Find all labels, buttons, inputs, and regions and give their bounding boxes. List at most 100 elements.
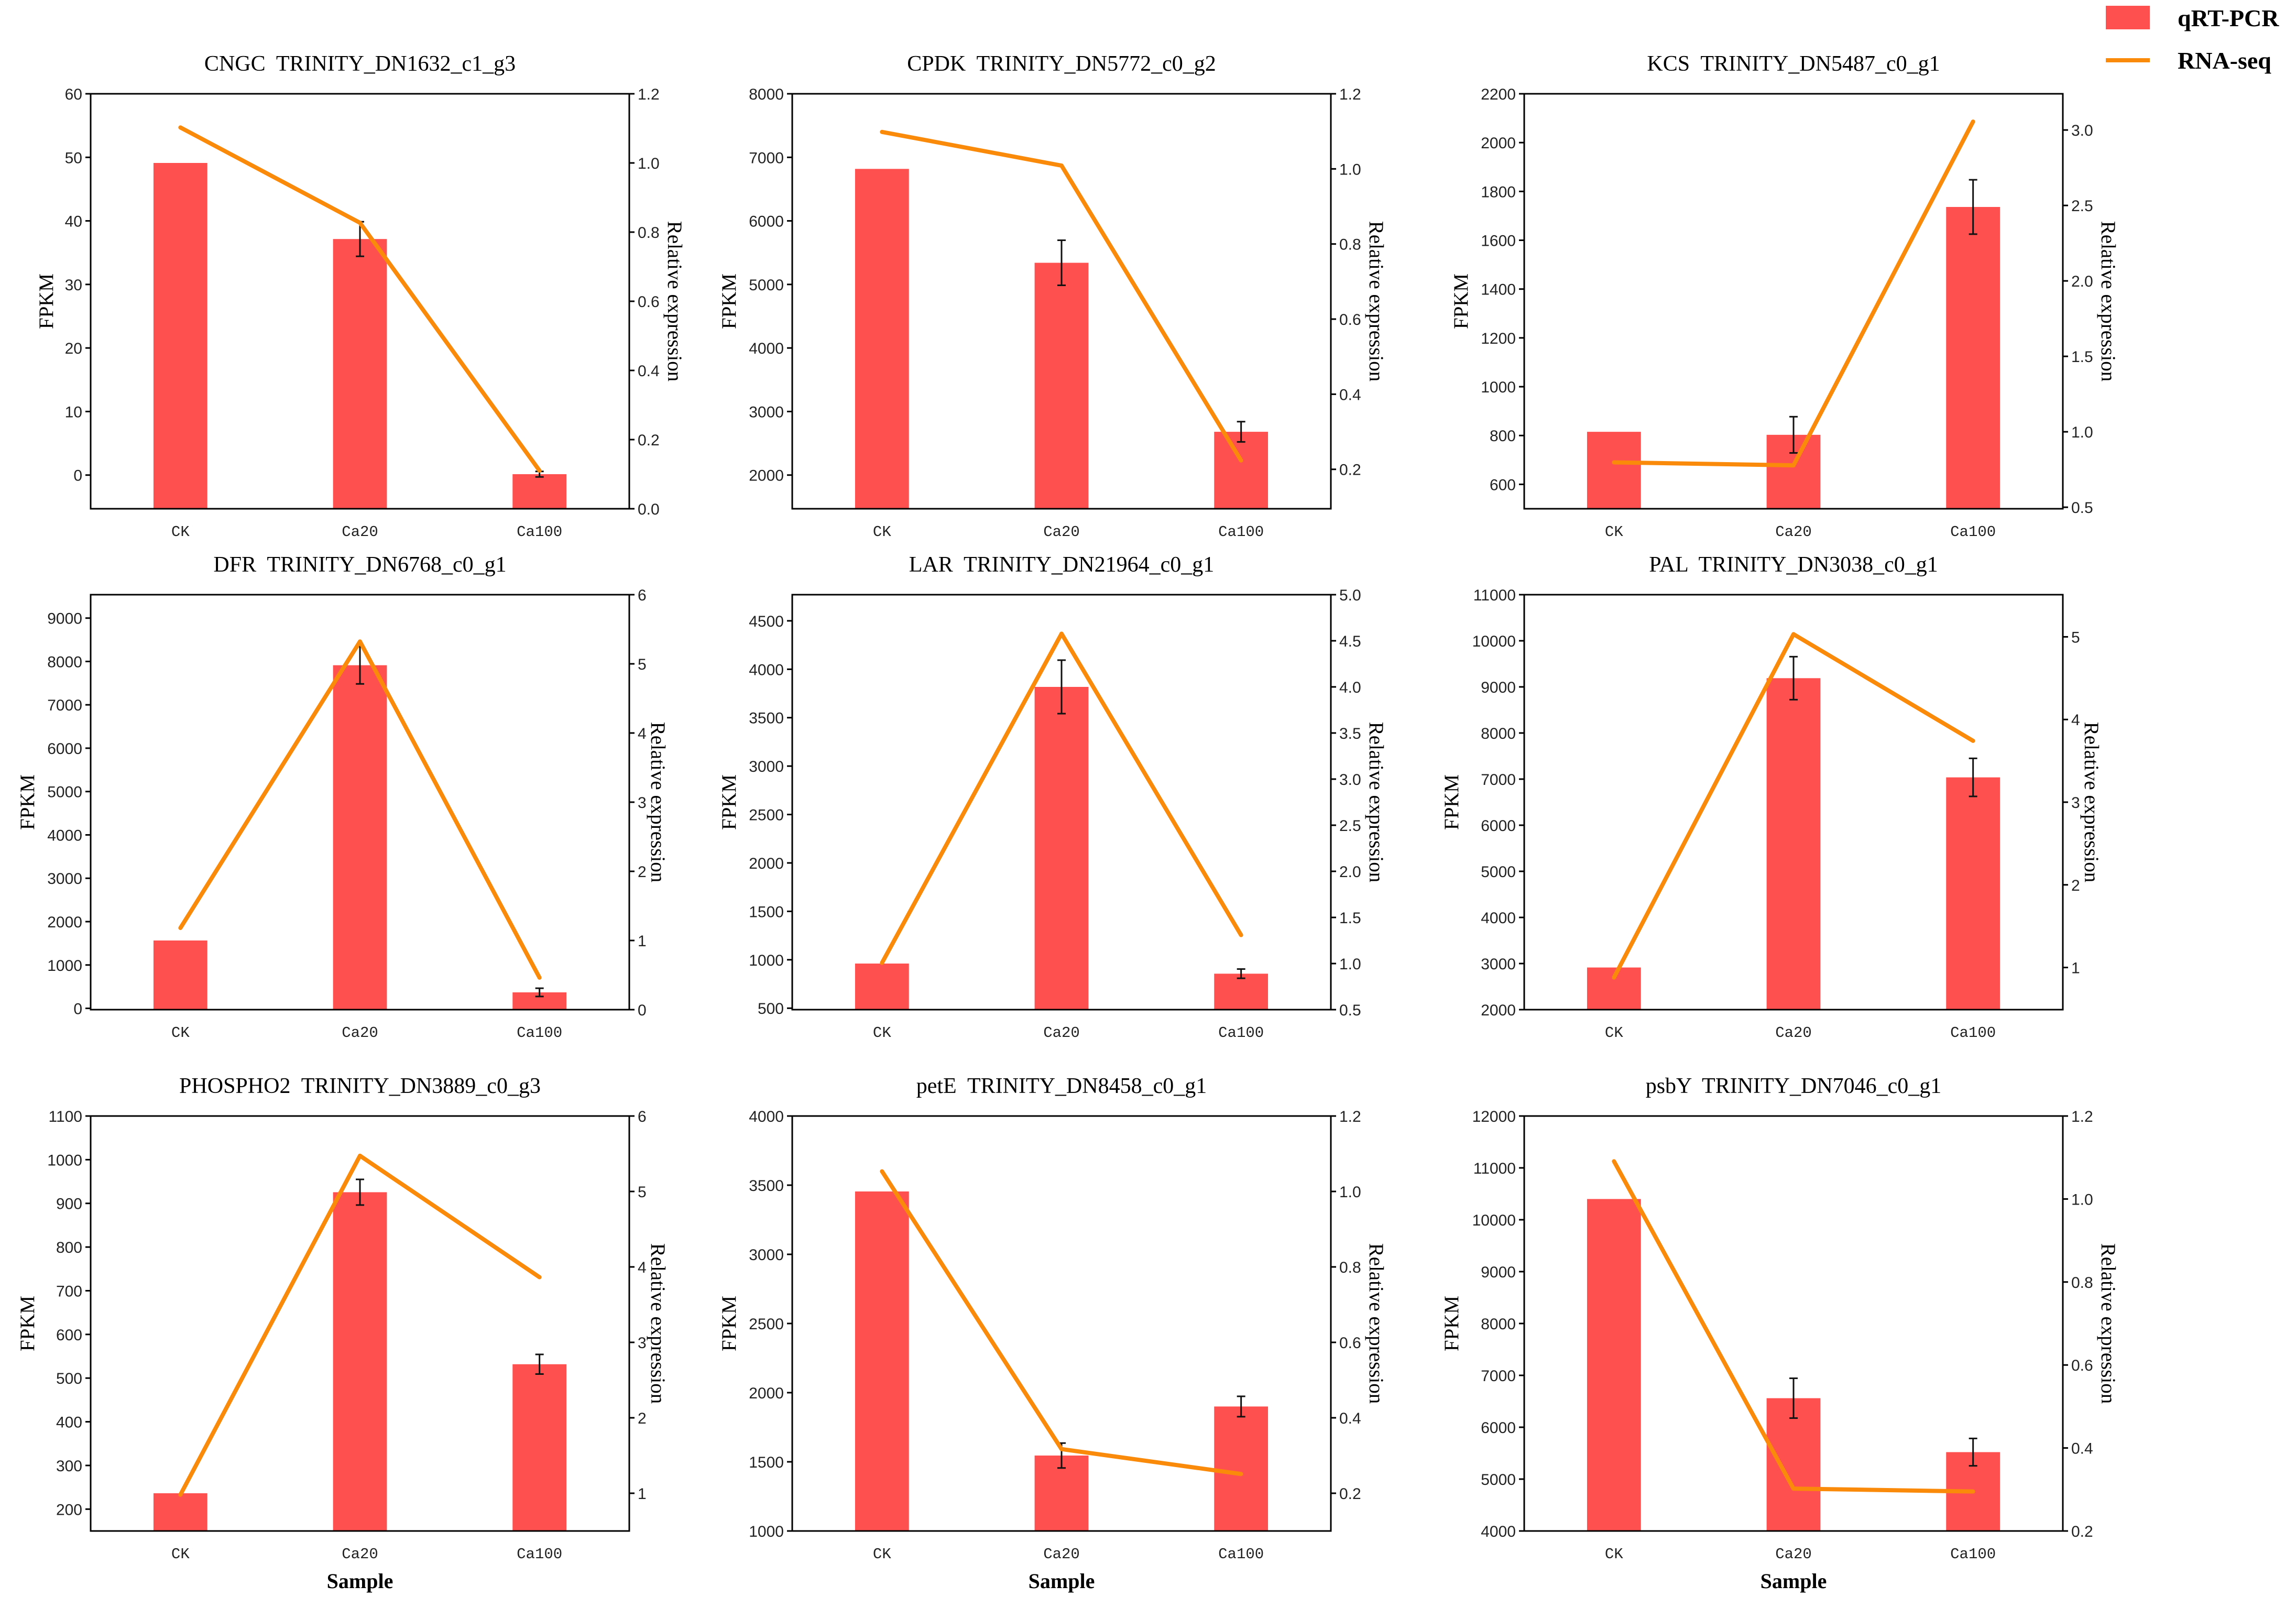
x-category-label: Ca100 <box>1218 1546 1264 1563</box>
y2-tick-label: 3 <box>638 794 647 812</box>
y-tick-label: 3500 <box>749 710 784 727</box>
y2-tick-label: 4.0 <box>1339 679 1361 696</box>
x-category-label: CK <box>873 1546 891 1563</box>
y2-tick-label: 1.0 <box>1339 161 1361 178</box>
y-tick-label: 3000 <box>749 1246 784 1264</box>
y2-tick-label: 0.5 <box>1339 1002 1361 1019</box>
x-category-label: Ca100 <box>1950 1546 1996 1563</box>
x-category-label: CK <box>1605 1024 1623 1042</box>
y2-tick-label: 0.8 <box>638 224 660 242</box>
y-tick-label: 4000 <box>749 1108 784 1125</box>
y-tick-label: 900 <box>56 1196 82 1213</box>
y2-tick-label: 0.2 <box>1339 462 1361 479</box>
error-bar <box>1237 1395 1245 1418</box>
rna-seq-point <box>1791 463 1796 468</box>
x-category-label: CK <box>1605 523 1623 541</box>
legend-label-rna-seq: RNA-seq <box>2178 47 2271 74</box>
y-tick-label: 30 <box>65 277 82 294</box>
rna-seq-point <box>1612 975 1616 980</box>
y2-tick-label: 4 <box>2071 712 2080 729</box>
y-tick-label: 4000 <box>749 340 784 357</box>
x-category-label: Ca20 <box>1775 1546 1812 1563</box>
qrt-pcr-bar <box>1214 973 1269 1010</box>
y-tick-label: 0 <box>73 467 82 485</box>
y2-tick-label: 2.5 <box>2071 198 2093 215</box>
x-category-label: CK <box>1605 1546 1623 1563</box>
qrt-pcr-bar <box>1766 678 1821 1010</box>
y-tick-label: 5000 <box>47 784 82 801</box>
rna-seq-point <box>537 1275 542 1279</box>
y2-tick-label: 0.4 <box>1339 1410 1361 1427</box>
rna-seq-point <box>178 1492 183 1497</box>
chart-title: petE TRINITY_DN8458_c0_g1 <box>916 1074 1207 1098</box>
y2-tick-label: 2 <box>2071 877 2080 894</box>
y2-tick-label: 0.2 <box>1339 1485 1361 1503</box>
qrt-pcr-bar <box>1766 1398 1821 1531</box>
y2-axis-label: Relative expression <box>647 722 669 883</box>
chart-panel: 500 1000 1500 2000 2500 3000 3500 4000 4500 0.5 1.… <box>718 553 1387 1042</box>
y-tick-label: 5000 <box>1481 863 1516 881</box>
y2-tick-label: 0 <box>638 1002 647 1019</box>
y-tick-label: 3000 <box>749 403 784 421</box>
chart-title: PHOSPHO2 TRINITY_DN3889_c0_g3 <box>179 1074 541 1098</box>
y2-axis-label: Relative expression <box>2080 722 2103 883</box>
error-bar <box>1969 179 1977 235</box>
y2-tick-label: 4.5 <box>1339 633 1361 650</box>
y-tick-label: 20 <box>65 340 82 357</box>
y2-tick-label: 2.0 <box>1339 863 1361 881</box>
y-tick-label: 12000 <box>1472 1108 1516 1125</box>
x-axis-label: Sample <box>327 1569 393 1593</box>
chart-title: CPDK TRINITY_DN5772_c0_g2 <box>907 52 1216 76</box>
rna-seq-point <box>1239 1472 1243 1476</box>
chart-panel: 0 1000 2000 3000 4000 5000 6000 7000 8000 9000 0 1 2… <box>16 553 669 1042</box>
y-tick-label: 10000 <box>1472 633 1516 650</box>
rna-seq-point <box>178 125 183 130</box>
y-tick-label: 11000 <box>1473 1160 1516 1177</box>
rna-seq-point <box>1791 1486 1796 1491</box>
qrt-pcr-bar <box>1214 432 1269 509</box>
qrt-pcr-bar <box>855 1191 909 1531</box>
qrt-pcr-bar <box>1034 687 1089 1010</box>
y-tick-label: 1000 <box>1481 379 1516 396</box>
x-category-label: Ca20 <box>1775 523 1812 541</box>
error-bar <box>1789 415 1798 454</box>
y-tick-label: 4000 <box>1481 1523 1516 1540</box>
y-tick-label: 500 <box>758 1000 784 1018</box>
y2-axis-label: Relative expression <box>647 1243 669 1404</box>
qrt-pcr-bar <box>855 169 909 509</box>
y2-tick-label: 0.6 <box>1339 311 1361 329</box>
y2-tick-label: 1.5 <box>2071 348 2093 366</box>
y-tick-label: 11000 <box>1473 587 1516 604</box>
y-tick-label: 300 <box>56 1458 82 1475</box>
y-tick-label: 6000 <box>1481 817 1516 835</box>
y-tick-label: 8000 <box>749 86 784 103</box>
y-tick-label: 4500 <box>749 613 784 630</box>
rna-seq-point <box>1059 163 1064 168</box>
chart-panel: 0 10 20 30 40 50 60 0.0 0.2 0.4 0.6 0.8 1.0 1.2 CK Ca20… <box>35 52 686 541</box>
qrt-pcr-bar <box>1034 262 1089 509</box>
y-tick-label: 1200 <box>1481 330 1516 347</box>
y-tick-label: 400 <box>56 1414 82 1431</box>
y-tick-label: 6000 <box>1481 1419 1516 1437</box>
qrt-pcr-bar <box>1946 207 2000 509</box>
error-bar <box>1057 239 1066 287</box>
x-category-label: Ca20 <box>342 1546 378 1563</box>
rna-seq-point <box>1239 458 1243 463</box>
error-bar <box>1237 968 1245 979</box>
y2-tick-label: 0.2 <box>638 432 660 449</box>
chart-title: KCS TRINITY_DN5487_c0_g1 <box>1647 52 1940 76</box>
y-tick-label: 4000 <box>749 661 784 679</box>
y-axis-label: FPKM <box>1440 1296 1463 1351</box>
chart-panel: 4000 5000 6000 7000 8000 9000 10000 11000 12000 0… <box>1440 1074 2119 1593</box>
qrt-pcr-bar <box>1587 432 1641 509</box>
y-tick-label: 500 <box>56 1370 82 1387</box>
y2-tick-label: 1.2 <box>2071 1108 2093 1125</box>
plot-frame <box>90 1115 630 1532</box>
y-tick-label: 5000 <box>749 277 784 294</box>
y-tick-label: 9000 <box>47 610 82 628</box>
y2-tick-label: 1.0 <box>1339 956 1361 973</box>
y2-axis-label: Relative expression <box>663 221 686 382</box>
y-tick-label: 2500 <box>749 807 784 824</box>
y-tick-label: 3000 <box>749 758 784 775</box>
y-tick-label: 2200 <box>1481 86 1516 103</box>
